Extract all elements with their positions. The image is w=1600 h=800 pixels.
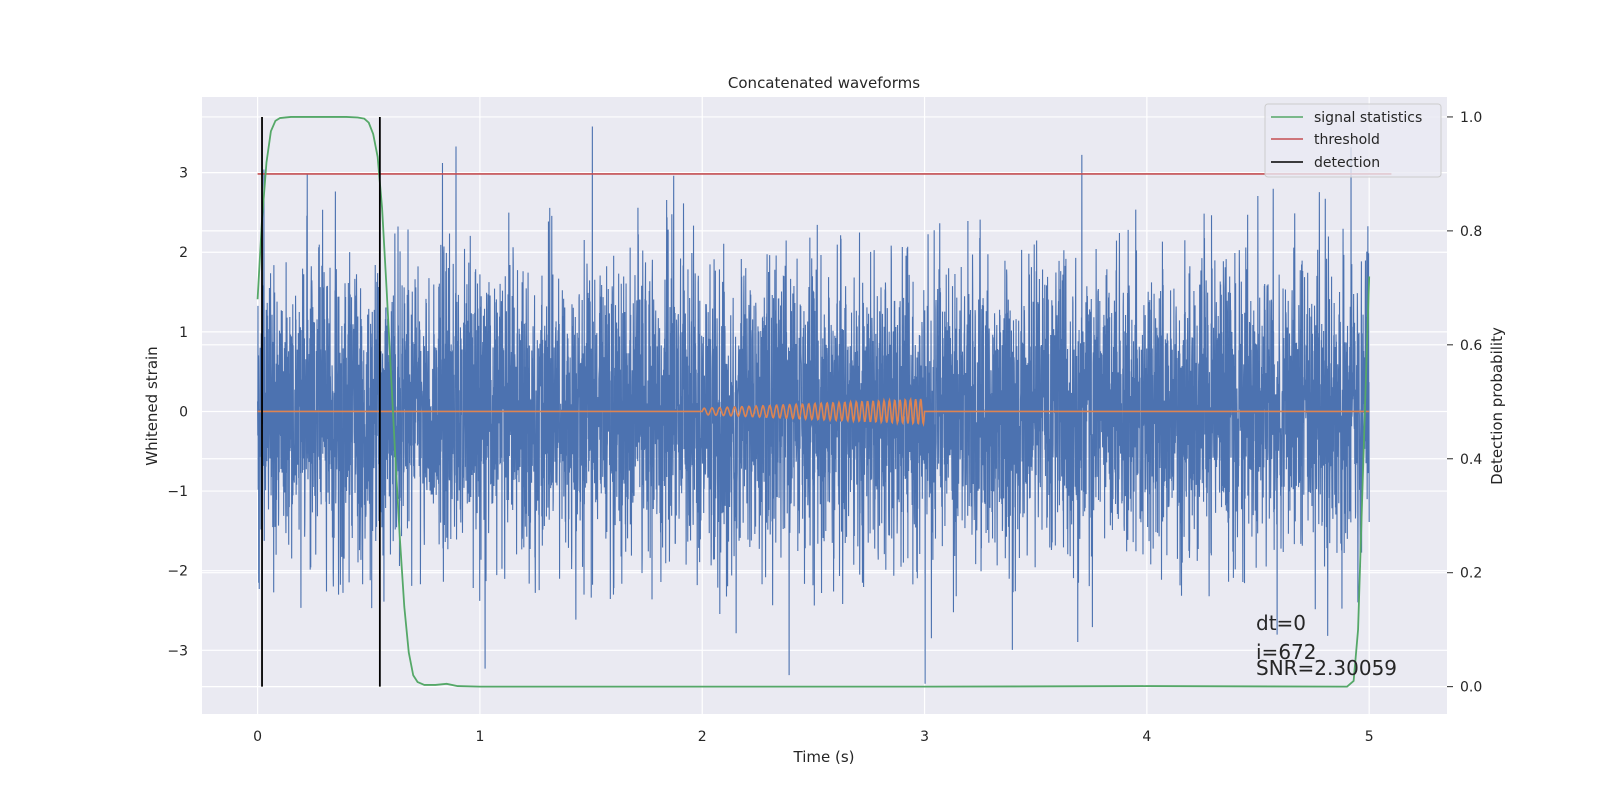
y-tick-label: 0 — [179, 404, 188, 420]
data-layer — [257, 126, 1370, 684]
y-tick-label: 3 — [179, 166, 188, 182]
legend-label-signal-statistics: signal statistics — [1314, 110, 1422, 126]
annotation-index: i=672 — [1256, 640, 1317, 664]
strain-series-line — [257, 126, 1370, 684]
x-tick-label: 4 — [1142, 729, 1151, 745]
annotation-dt: dt=0 — [1256, 611, 1306, 635]
y-tick-label: −2 — [167, 564, 188, 580]
x-tick-label: 1 — [475, 729, 484, 745]
legend-box — [1264, 103, 1442, 178]
x-tick-label: 3 — [920, 729, 929, 745]
legend-label-detection: detection — [1314, 155, 1380, 171]
x-tick-label: 5 — [1365, 729, 1374, 745]
y2-axis-label: Detection probability — [1488, 327, 1506, 485]
y-tick-label: −3 — [167, 643, 188, 659]
y2-tick-label: 0.6 — [1460, 338, 1482, 354]
y2-tick-label: 0.8 — [1460, 224, 1482, 240]
chart-title: Concatenated waveforms — [728, 74, 920, 92]
x-tick-label: 2 — [698, 729, 707, 745]
legend: signal statistics threshold detection — [1264, 103, 1442, 178]
signal-statistics-line — [256, 116, 1371, 688]
ticks: 0 1 2 3 4 5 −3 −2 −1 0 1 2 3 0.0 0.2 0.4 0.6 0.8 1.0 — [167, 110, 1482, 745]
y-tick-label: 2 — [179, 245, 188, 261]
template-series-line — [257, 396, 1370, 428]
y2-tick-label: 1.0 — [1460, 110, 1482, 126]
legend-label-threshold: threshold — [1314, 132, 1380, 148]
x-tick-label: 0 — [253, 729, 262, 745]
y2-tick-label: 0.2 — [1460, 566, 1482, 582]
y2-tick-label: 0.4 — [1460, 452, 1482, 468]
y2-tick-label: 0.0 — [1460, 680, 1482, 696]
annotation-snr: SNR=2.30059 — [1256, 656, 1397, 680]
x-axis-label: Time (s) — [793, 748, 855, 766]
y-tick-label: −1 — [167, 484, 188, 500]
y-axis-label: Whitened strain — [143, 346, 161, 465]
y-tick-label: 1 — [179, 325, 188, 341]
